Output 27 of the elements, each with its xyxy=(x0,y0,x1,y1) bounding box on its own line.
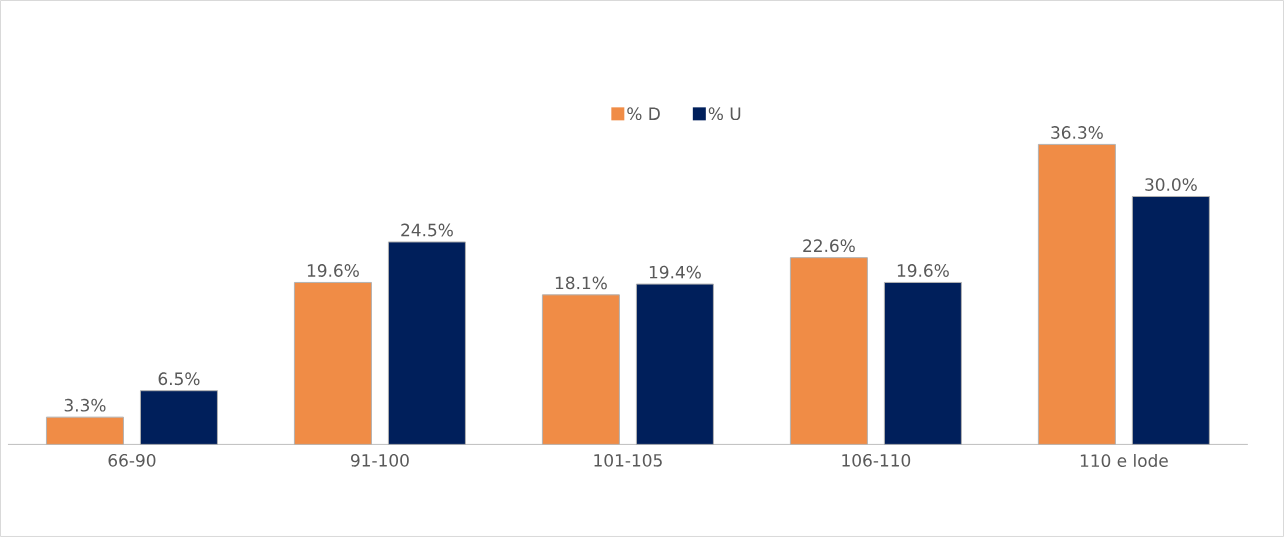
bar xyxy=(541,294,620,445)
data-label: 19.6% xyxy=(897,264,949,277)
data-label: 19.6% xyxy=(307,264,359,277)
data-label: 19.4% xyxy=(649,265,701,279)
x-tick-label: 66-90 xyxy=(108,453,156,467)
x-tick-label: 106-110 xyxy=(842,453,911,467)
data-label: 18.1% xyxy=(555,276,607,290)
bar xyxy=(1037,143,1116,445)
bar xyxy=(387,241,466,445)
data-label: 36.3% xyxy=(1051,126,1103,139)
x-tick-label: 91-100 xyxy=(351,453,409,467)
data-label: 6.5% xyxy=(158,372,200,386)
x-tick-label: 101-105 xyxy=(594,453,662,467)
bar xyxy=(789,257,868,445)
legend-label: % D xyxy=(627,107,660,121)
data-label: 24.5% xyxy=(401,223,453,237)
data-label: 22.6% xyxy=(803,239,855,253)
bar xyxy=(293,281,372,445)
bar xyxy=(45,416,124,445)
legend-label: % U xyxy=(708,107,741,121)
bar xyxy=(635,283,714,445)
bar xyxy=(139,390,218,445)
x-tick-label: 110 e lode xyxy=(1080,453,1168,468)
data-label: 30.0% xyxy=(1145,178,1197,191)
data-label: 3.3% xyxy=(64,398,106,412)
bar xyxy=(883,281,962,445)
bar xyxy=(1131,195,1210,445)
